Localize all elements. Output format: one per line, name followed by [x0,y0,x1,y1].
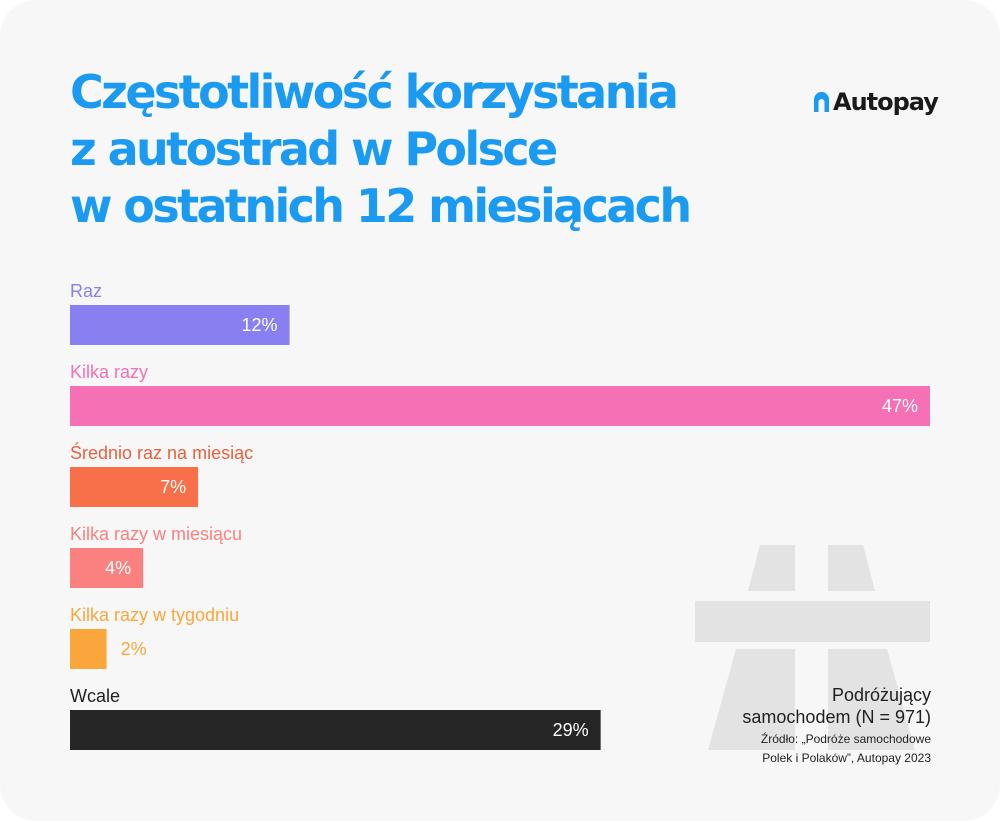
title-line-2: z autostrad w Polsce [70,122,558,176]
note-line-1: Podróżujący [831,685,931,705]
source-line-1: Źródło: „Podróże samochodowe [760,732,931,746]
data-label: 7% [160,477,186,497]
category-label: Kilka razy [70,362,148,382]
category-label: Raz [70,281,102,301]
data-label: 47% [882,396,918,416]
category-label: Kilka razy w tygodniu [70,605,239,625]
bar [70,710,601,750]
bar [70,548,144,588]
autopay-logo-icon [814,92,829,112]
logo-text: Autopay [833,88,939,116]
title-line-3: w ostatnich 12 miesiącach [70,179,692,233]
title-line-1: Częstotliwość korzystania [70,65,679,119]
sample-note: Podróżujący samochodem (N = 971) Źródło:… [742,684,931,766]
category-label: Kilka razy w miesiącu [70,524,242,544]
category-label: Średnio raz na miesiąc [70,442,253,463]
bar [70,467,199,507]
category-label: Wcale [70,686,120,706]
data-label: 4% [105,558,131,578]
autopay-logo: Autopay [814,88,939,116]
data-label: 29% [553,720,589,740]
note-line-2: samochodem (N = 971) [742,707,931,727]
bar [70,305,290,345]
data-label: 2% [121,639,147,659]
highway-icon [695,545,930,750]
chart-title: Częstotliwość korzystania z autostrad w … [70,64,692,235]
data-label: 12% [242,315,278,335]
source-line-2: Polek i Polaków”, Autopay 2023 [762,751,931,765]
bar [70,386,930,426]
bar [70,629,107,669]
